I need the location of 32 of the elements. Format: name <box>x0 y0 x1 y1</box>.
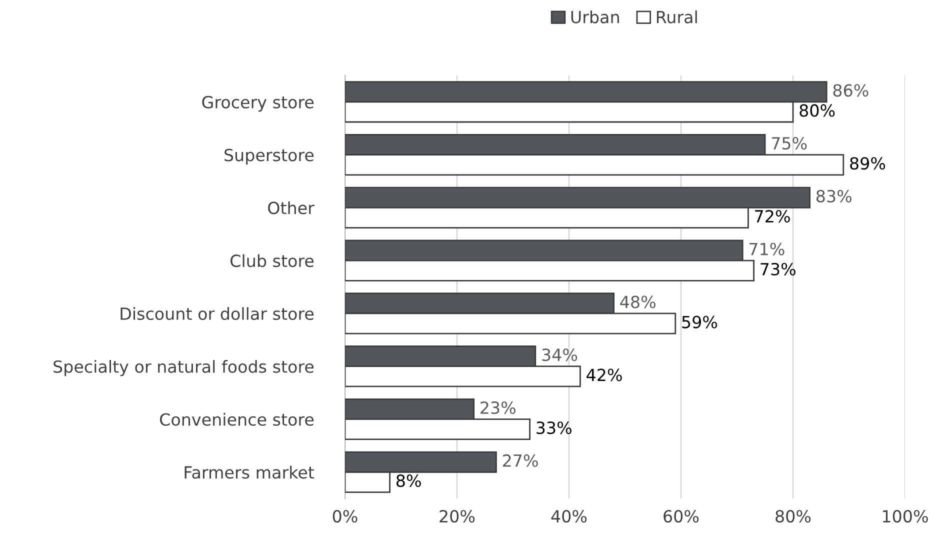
x-tick-label: 100% <box>883 510 928 523</box>
x-tick-label: 60% <box>664 510 699 523</box>
data-label: 89% <box>850 157 886 170</box>
data-label: 23% <box>480 401 516 414</box>
data-label: 83% <box>816 190 852 202</box>
y-tick-label: Discount or dollar store <box>120 307 314 320</box>
data-label: 8% <box>396 474 421 488</box>
y-tick-label: Other <box>268 201 314 214</box>
y-tick-label: Superstore <box>224 148 314 165</box>
data-label: 75% <box>772 136 807 150</box>
x-tick-label: 40% <box>551 510 587 523</box>
data-label: 71% <box>750 242 784 256</box>
data-label: 86% <box>833 84 868 97</box>
y-tick-label: Farmers market <box>184 466 314 479</box>
data-label: 59% <box>682 316 718 328</box>
data-label: 48% <box>620 296 656 308</box>
data-label: 33% <box>536 422 572 434</box>
legend-label: Urban <box>571 10 619 24</box>
y-tick-label: Club store <box>230 254 314 268</box>
data-label: 34% <box>542 348 578 362</box>
data-label: 72% <box>755 210 790 223</box>
data-label: 27% <box>502 454 538 467</box>
x-tick-label: 20% <box>440 510 475 523</box>
data-label: 73% <box>760 262 796 276</box>
y-tick-label: Grocery store <box>202 96 314 112</box>
y-tick-label: Specialty or natural foods store <box>54 360 314 376</box>
x-tick-label: 0% <box>332 510 358 523</box>
y-tick-label: Convenience store <box>160 412 314 426</box>
data-label: 80% <box>800 104 835 117</box>
legend-label: Rural <box>656 10 697 24</box>
data-label: 42% <box>586 368 622 382</box>
x-tick-label: 80% <box>776 510 811 523</box>
